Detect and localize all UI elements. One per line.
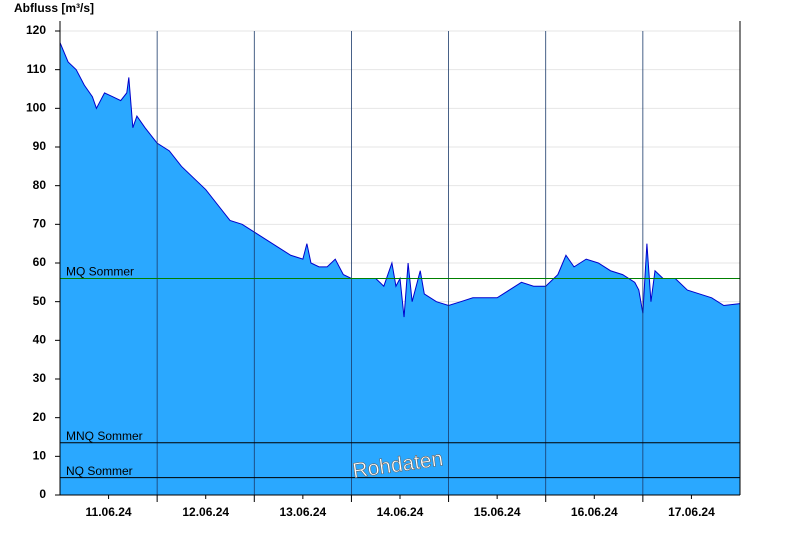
x-tick-label: 15.06.24: [474, 505, 521, 519]
x-tick-label: 12.06.24: [182, 505, 229, 519]
y-tick-label: 60: [33, 255, 47, 269]
y-tick-label: 0: [39, 487, 46, 501]
y-tick-label: 30: [33, 371, 47, 385]
y-tick-label: 80: [33, 178, 47, 192]
x-tick-label: 11.06.24: [86, 505, 132, 519]
y-tick-label: 100: [26, 101, 46, 115]
x-tick-label: 17.06.24: [668, 505, 715, 519]
threshold-label: MQ Sommer: [66, 265, 134, 279]
line: [59, 42, 741, 318]
area: [60, 42, 740, 495]
y-tick-label: 110: [27, 62, 47, 76]
x-tick-label: 14.06.24: [377, 505, 424, 519]
y-tick-label: 40: [33, 333, 47, 347]
y-tick-label: 50: [33, 294, 47, 308]
y-tick-label: 70: [33, 217, 47, 231]
y-tick-label: 20: [33, 410, 47, 424]
threshold-label: NQ Sommer: [66, 464, 133, 478]
y-tick-label: 10: [33, 449, 47, 463]
x-tick-label: 16.06.24: [571, 505, 618, 519]
threshold-label: MNQ Sommer: [66, 429, 143, 443]
y-tick-label: 90: [33, 139, 47, 153]
x-tick-label: 13.06.24: [279, 505, 326, 519]
y-axis-label: Abfluss [m³/s]: [14, 1, 94, 15]
y-tick-label: 120: [26, 23, 46, 37]
